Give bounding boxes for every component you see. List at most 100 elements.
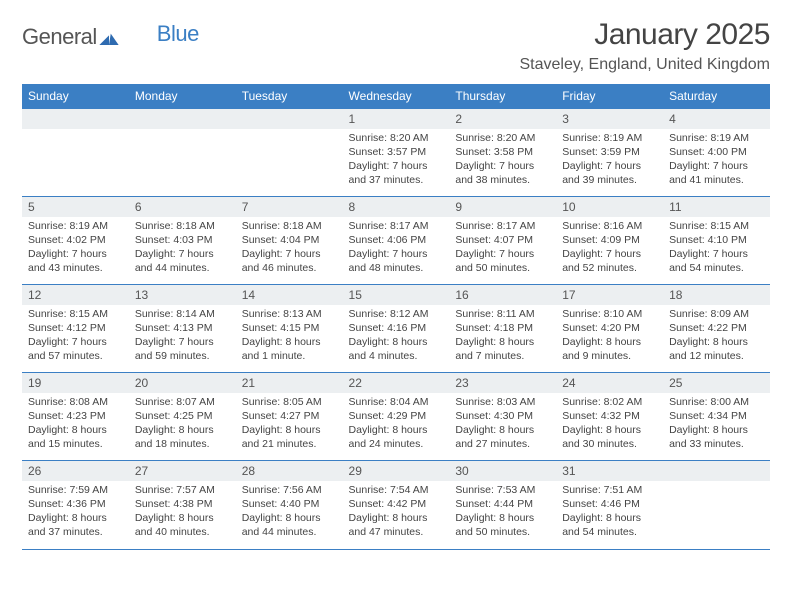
day-number-band: 12 [22, 285, 129, 305]
sunrise-line: Sunrise: 7:56 AM [242, 484, 337, 498]
sunset-line: Sunset: 4:03 PM [135, 234, 230, 248]
day-number-band: 28 [236, 461, 343, 481]
sunset-line: Sunset: 4:06 PM [349, 234, 444, 248]
sunset-value: 3:58 PM [494, 146, 533, 158]
calendar-cell: 3Sunrise: 8:19 AMSunset: 3:59 PMDaylight… [556, 109, 663, 197]
daylight-label: Daylight: [135, 248, 176, 260]
calendar-cell: 16Sunrise: 8:11 AMSunset: 4:18 PMDayligh… [449, 285, 556, 373]
calendar-cell: 21Sunrise: 8:05 AMSunset: 4:27 PMDayligh… [236, 373, 343, 461]
sunset-value: 4:25 PM [173, 410, 212, 422]
sunrise-label: Sunrise: [562, 484, 601, 496]
sunset-line: Sunset: 4:02 PM [28, 234, 123, 248]
sunrise-value: 7:53 AM [497, 484, 536, 496]
sunrise-line: Sunrise: 8:07 AM [135, 396, 230, 410]
sunrise-value: 8:19 AM [604, 132, 643, 144]
sunset-label: Sunset: [562, 234, 598, 246]
daylight-label: Daylight: [562, 160, 603, 172]
sunset-value: 4:30 PM [494, 410, 533, 422]
sunset-value: 4:22 PM [708, 322, 747, 334]
day-of-week-header: Wednesday [343, 84, 450, 109]
sunrise-value: 8:19 AM [69, 220, 108, 232]
sunrise-line: Sunrise: 8:17 AM [349, 220, 444, 234]
day-body: Sunrise: 8:18 AMSunset: 4:03 PMDaylight:… [129, 217, 236, 279]
daylight-label: Daylight: [135, 424, 176, 436]
sunrise-value: 8:14 AM [176, 308, 215, 320]
day-body: Sunrise: 8:00 AMSunset: 4:34 PMDaylight:… [663, 393, 770, 455]
sunset-value: 4:44 PM [494, 498, 533, 510]
brand-logo: GeneralBlue [22, 24, 199, 50]
sunset-line: Sunset: 4:29 PM [349, 410, 444, 424]
sunset-label: Sunset: [455, 498, 491, 510]
sunset-line: Sunset: 4:23 PM [28, 410, 123, 424]
day-body: Sunrise: 7:57 AMSunset: 4:38 PMDaylight:… [129, 481, 236, 543]
daylight-line: Daylight: 7 hours and 39 minutes. [562, 160, 657, 188]
sunset-value: 4:46 PM [601, 498, 640, 510]
sunset-label: Sunset: [135, 410, 171, 422]
sunset-label: Sunset: [135, 234, 171, 246]
sunrise-label: Sunrise: [135, 396, 174, 408]
day-of-week-header: Thursday [449, 84, 556, 109]
sunrise-value: 8:20 AM [390, 132, 429, 144]
brand-text-2: Blue [157, 21, 199, 47]
sunset-label: Sunset: [28, 498, 64, 510]
sunrise-line: Sunrise: 8:00 AM [669, 396, 764, 410]
sunset-line: Sunset: 4:34 PM [669, 410, 764, 424]
sunrise-label: Sunrise: [455, 396, 494, 408]
day-number-band: 26 [22, 461, 129, 481]
day-body: Sunrise: 8:20 AMSunset: 3:58 PMDaylight:… [449, 129, 556, 191]
daylight-label: Daylight: [28, 336, 69, 348]
sunset-label: Sunset: [242, 498, 278, 510]
daylight-label: Daylight: [349, 512, 390, 524]
day-number-band [663, 461, 770, 481]
sunrise-value: 8:10 AM [604, 308, 643, 320]
sunset-value: 4:10 PM [708, 234, 747, 246]
week-row: 5Sunrise: 8:19 AMSunset: 4:02 PMDaylight… [22, 197, 770, 285]
sunset-value: 3:59 PM [601, 146, 640, 158]
daylight-line: Daylight: 7 hours and 38 minutes. [455, 160, 550, 188]
sunrise-value: 7:56 AM [283, 484, 322, 496]
calendar-cell: 25Sunrise: 8:00 AMSunset: 4:34 PMDayligh… [663, 373, 770, 461]
daylight-line: Daylight: 7 hours and 46 minutes. [242, 248, 337, 276]
sunrise-value: 7:59 AM [69, 484, 108, 496]
daylight-label: Daylight: [135, 512, 176, 524]
day-of-week-row: SundayMondayTuesdayWednesdayThursdayFrid… [22, 84, 770, 109]
sunrise-line: Sunrise: 8:19 AM [28, 220, 123, 234]
daylight-line: Daylight: 8 hours and 54 minutes. [562, 512, 657, 540]
calendar-cell [22, 109, 129, 197]
daylight-line: Daylight: 8 hours and 9 minutes. [562, 336, 657, 364]
day-body: Sunrise: 8:15 AMSunset: 4:10 PMDaylight:… [663, 217, 770, 279]
sunrise-label: Sunrise: [28, 484, 67, 496]
calendar-cell: 8Sunrise: 8:17 AMSunset: 4:06 PMDaylight… [343, 197, 450, 285]
daylight-label: Daylight: [349, 424, 390, 436]
sunrise-label: Sunrise: [135, 220, 174, 232]
sunset-value: 4:27 PM [280, 410, 319, 422]
daylight-line: Daylight: 7 hours and 54 minutes. [669, 248, 764, 276]
sunrise-value: 8:05 AM [283, 396, 322, 408]
day-body: Sunrise: 8:09 AMSunset: 4:22 PMDaylight:… [663, 305, 770, 367]
sunrise-value: 8:15 AM [711, 220, 750, 232]
sunset-value: 4:04 PM [280, 234, 319, 246]
sunrise-value: 7:51 AM [604, 484, 643, 496]
calendar-cell: 13Sunrise: 8:14 AMSunset: 4:13 PMDayligh… [129, 285, 236, 373]
day-number-band: 16 [449, 285, 556, 305]
sunset-value: 4:16 PM [387, 322, 426, 334]
daylight-line: Daylight: 7 hours and 41 minutes. [669, 160, 764, 188]
day-number-band [22, 109, 129, 129]
daylight-line: Daylight: 7 hours and 43 minutes. [28, 248, 123, 276]
sunset-value: 4:15 PM [280, 322, 319, 334]
calendar-cell: 29Sunrise: 7:54 AMSunset: 4:42 PMDayligh… [343, 461, 450, 549]
daylight-line: Daylight: 8 hours and 33 minutes. [669, 424, 764, 452]
sunrise-label: Sunrise: [455, 484, 494, 496]
sunrise-line: Sunrise: 8:16 AM [562, 220, 657, 234]
sunset-label: Sunset: [28, 410, 64, 422]
sunrise-value: 8:08 AM [69, 396, 108, 408]
daylight-line: Daylight: 7 hours and 59 minutes. [135, 336, 230, 364]
sunrise-label: Sunrise: [242, 396, 281, 408]
calendar-cell: 14Sunrise: 8:13 AMSunset: 4:15 PMDayligh… [236, 285, 343, 373]
sunrise-line: Sunrise: 8:19 AM [562, 132, 657, 146]
daylight-label: Daylight: [455, 424, 496, 436]
month-title: January 2025 [519, 18, 770, 52]
sunset-label: Sunset: [349, 322, 385, 334]
daylight-label: Daylight: [455, 336, 496, 348]
day-number-band: 15 [343, 285, 450, 305]
